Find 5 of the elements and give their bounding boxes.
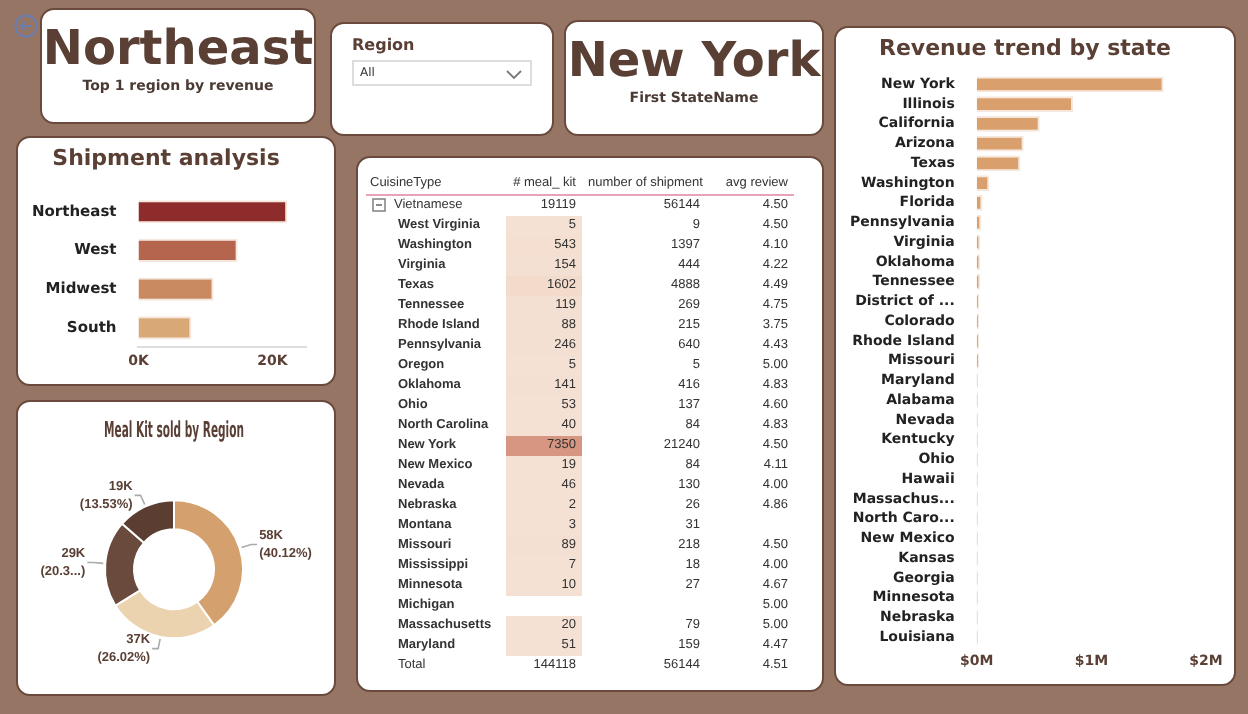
text: New York	[566, 30, 822, 90]
chart-title: Shipment analysis	[52, 144, 281, 171]
chart-title: Meal Kit sold by Region	[104, 419, 244, 445]
chart-title: Revenue trend by state	[878, 34, 1172, 61]
text: Region	[352, 36, 417, 54]
